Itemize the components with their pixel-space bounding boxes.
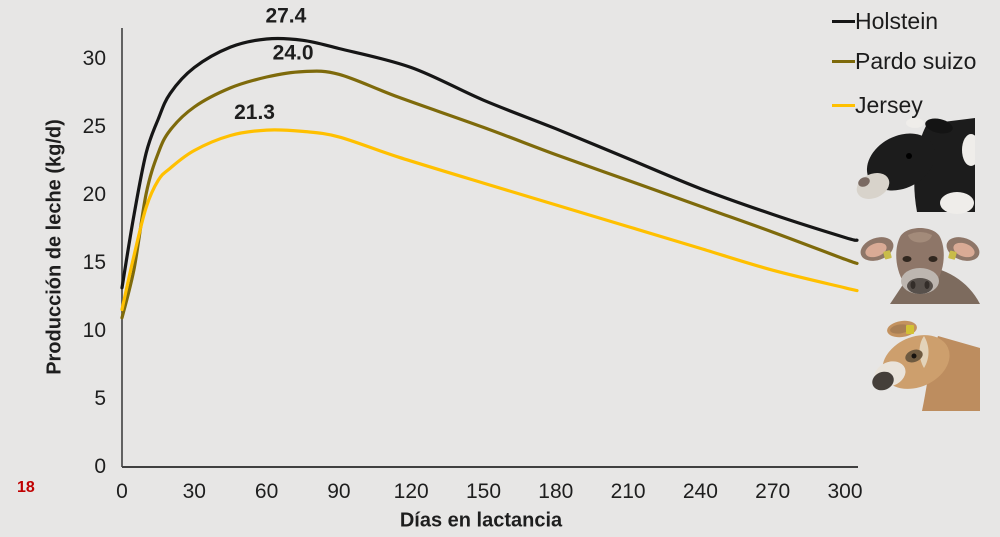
x-tick-label: 0 [116, 480, 128, 503]
page-number: 18 [17, 479, 35, 496]
peak-label: 21.3 [234, 101, 275, 124]
y-tick-label: 30 [83, 47, 106, 70]
legend-item-holstein: Holstein [832, 8, 938, 35]
holstein-line-swatch [832, 20, 855, 23]
x-tick-label: 270 [755, 480, 790, 503]
y-tick-label: 15 [83, 251, 106, 274]
y-tick-label: 25 [83, 115, 106, 138]
x-tick-label: 150 [466, 480, 501, 503]
legend-label-holstein: Holstein [855, 8, 939, 34]
series-line-jersey [120, 128, 859, 312]
jersey-cow-image [872, 320, 980, 411]
jersey-line-swatch [832, 104, 855, 107]
x-axis-title: Días en lactancia [399, 509, 563, 532]
legend-item-jersey: Jersey [832, 92, 923, 119]
pardo-suizo-line-swatch [832, 60, 855, 63]
x-tick-label: 90 [327, 480, 350, 503]
x-tick-label: 240 [683, 480, 718, 503]
x-tick-label: 120 [394, 480, 429, 503]
x-tick-label: 30 [183, 480, 206, 503]
peak-label: 27.4 [265, 5, 306, 28]
y-tick-label: 0 [94, 455, 106, 478]
y-axis-title: Producción de leche (kg/d) [43, 119, 66, 375]
legend-label-pardo-suizo: Pardo suizo [855, 48, 977, 74]
holstein-cow-image [856, 118, 975, 214]
series-line-pardo-suizo [120, 69, 859, 320]
x-tick-label: 210 [611, 480, 646, 503]
series-line-holstein [120, 36, 859, 290]
x-tick-label: 300 [827, 480, 862, 503]
legend-item-pardo-suizo: Pardo suizo [832, 48, 976, 75]
y-tick-label: 10 [83, 319, 106, 342]
y-tick-label: 5 [94, 387, 106, 410]
y-tick-label: 20 [83, 183, 106, 206]
peak-label: 24.0 [273, 41, 314, 64]
x-tick-label: 60 [255, 480, 278, 503]
pardo-suizo-cow-image [860, 228, 980, 304]
legend-label-jersey: Jersey [855, 92, 923, 118]
x-tick-label: 180 [538, 480, 573, 503]
